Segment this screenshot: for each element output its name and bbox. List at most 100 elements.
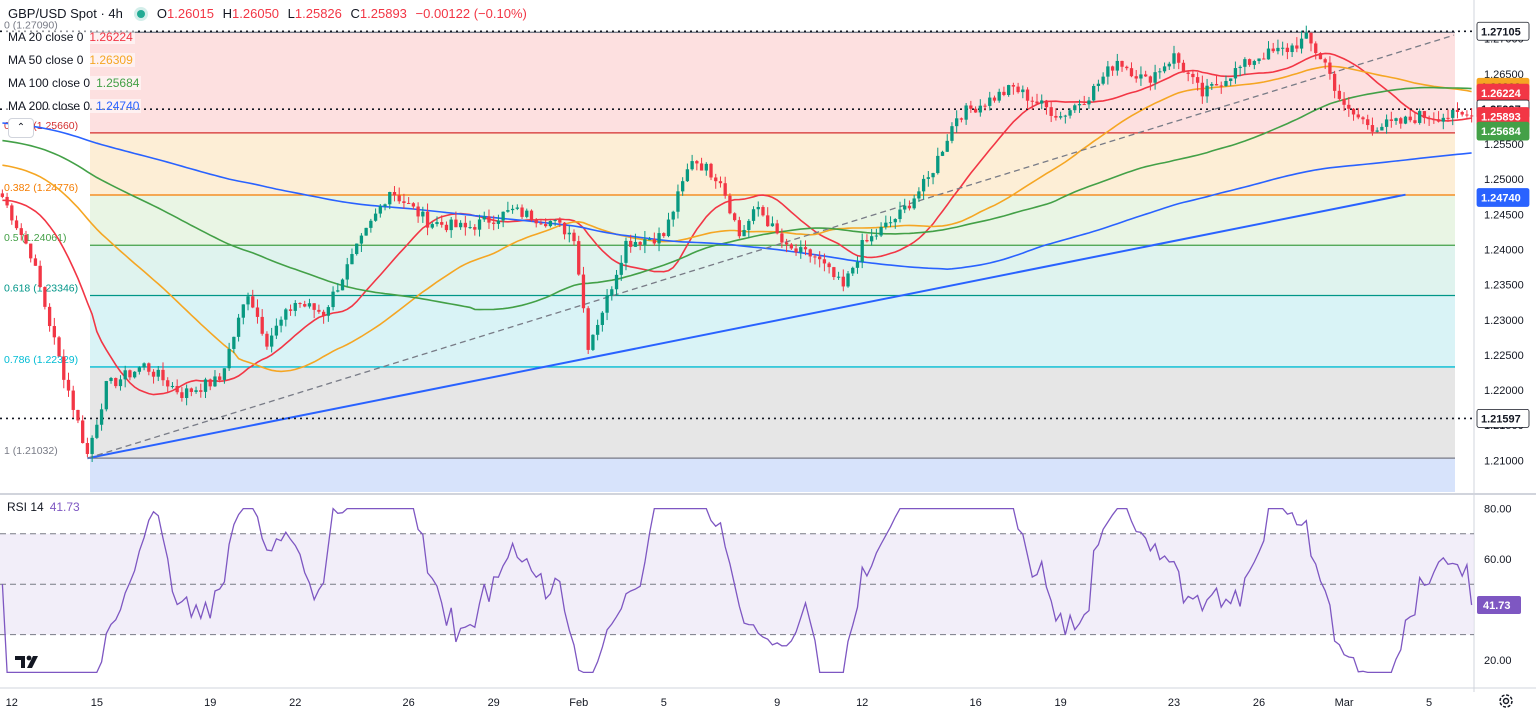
gear-icon[interactable] [1497,692,1515,710]
candle-body [685,169,690,182]
candle-body [931,173,935,178]
candle-body [761,206,765,216]
candle-body [109,377,113,382]
candle-body [156,369,160,377]
symbol-title[interactable]: GBP/USD Spot · 4h [8,6,123,21]
candle-body [1172,53,1176,64]
candle-body [407,202,411,204]
support-trendline [87,193,1406,460]
candle-body [1011,85,1016,87]
candle-body [189,388,193,392]
candle-body [1432,119,1436,121]
candle-body [1276,47,1280,52]
candle-body [1323,59,1327,63]
candle-body [487,216,491,223]
candle-body [170,385,175,387]
low-label: L [287,6,295,21]
candle-body [458,222,463,228]
candle-body [926,177,930,179]
candle-body [888,222,893,224]
candle-body [1058,116,1063,118]
candle-body [643,239,647,245]
ma100-legend[interactable]: MA 100 close 0 1.25684 [6,76,142,90]
candle-body [279,319,283,326]
candle-body [912,198,916,209]
candle-body [884,222,888,228]
price-tick-label: 1.24000 [1484,245,1524,257]
candle-body [184,388,189,398]
rsi-tick-label: 60.00 [1484,554,1512,566]
candle-body [397,195,401,202]
rsi-legend[interactable]: RSI 14 41.73 [7,500,80,514]
candle-body [307,303,312,307]
candle-body [444,224,449,231]
fib-band [90,366,1455,459]
candle-body [378,206,382,214]
candle-body [629,240,633,247]
candle-body [288,309,293,311]
candle-body [732,213,737,221]
candle-body [794,248,798,253]
tradingview-logo-icon[interactable] [14,652,40,672]
candle-body [1309,32,1313,44]
candle-body [1101,76,1105,84]
candle-body [482,216,486,220]
candle-body [723,183,727,196]
candle-body [539,223,543,225]
candle-body [983,105,987,107]
candle-body [652,239,656,244]
candle-body [1115,60,1119,71]
time-tick-label: Feb [569,697,588,709]
candle-body [988,97,992,106]
candle-body [43,287,47,307]
candle-body [1328,62,1332,74]
change-value: −0.00122 (−0.10%) [415,6,527,21]
candle-body [1139,74,1143,79]
candle-body [1087,100,1091,105]
price-badge [1476,409,1530,428]
candle-body [118,379,123,387]
candle-body [321,311,326,316]
time-tick-label: 26 [403,697,415,709]
fib-band [90,458,1455,492]
candle-body [709,163,713,178]
candle-body [326,307,330,316]
ma50-name: MA 50 close 0 [8,53,84,67]
candle-body [586,308,590,350]
candle-body [1266,48,1271,60]
candle-body [699,163,704,171]
candle-body [468,227,472,229]
candle-body [704,163,708,171]
ma50-line [2,65,1472,373]
candle-body [5,196,9,206]
candle-body [1120,60,1124,67]
candle-body [1205,85,1209,97]
candle-body [1167,63,1171,67]
rsi-tick-label: 20.00 [1484,655,1512,667]
candle-body [1332,73,1337,91]
candle-body [47,306,52,327]
candle-body [33,258,38,266]
candle-body [1006,85,1011,96]
candle-body [303,304,307,307]
candle-body [1219,85,1223,87]
ma100-name: MA 100 close 0 [8,76,91,90]
candle-body [175,385,179,393]
candle-body [1446,117,1450,119]
ma50-legend[interactable]: MA 50 close 0 1.26309 [6,53,135,67]
ma200-legend[interactable]: MA 200 close 0 1.24740 [6,99,142,113]
candle-body [671,211,675,220]
candle-body [1252,61,1256,65]
ma20-legend[interactable]: MA 20 close 0 1.26224 [6,30,135,44]
price-tick-label: 1.23000 [1484,315,1524,327]
candle-body [501,211,505,221]
candle-body [1129,68,1134,77]
candle-body [562,222,567,235]
collapse-legend-button[interactable]: ⌃ [8,118,34,138]
candle-body [529,210,534,221]
candle-body [907,205,912,209]
high-value: 1.26050 [232,6,280,21]
candle-body [373,213,378,221]
close-label: C [350,6,360,21]
